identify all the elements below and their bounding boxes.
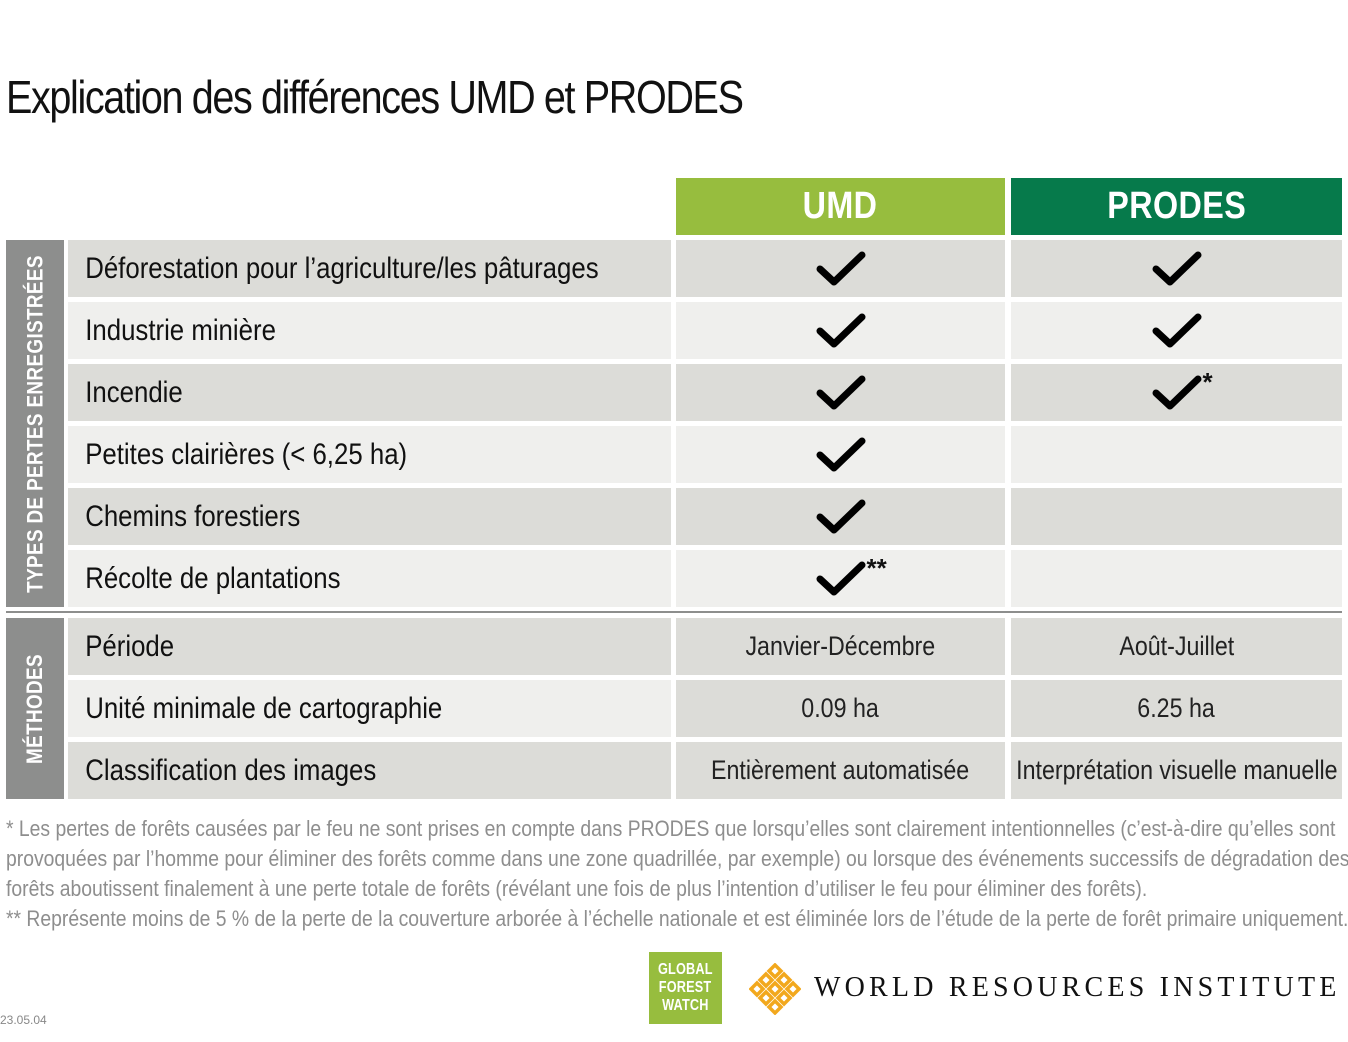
prodes-cell <box>1011 240 1342 297</box>
row-label: Période <box>68 618 671 675</box>
umd-cell <box>676 364 1005 421</box>
row-label: Classification des images <box>68 742 671 799</box>
column-header-umd: UMD <box>676 178 1005 235</box>
prodes-cell: * <box>1011 364 1342 421</box>
section-label-types: TYPES DE PERTES ENREGISTRÉES <box>6 240 64 607</box>
prodes-cell: 6.25 ha <box>1011 680 1342 737</box>
page-title: Explication des différences UMD et PRODE… <box>6 71 744 123</box>
check-icon <box>816 499 865 533</box>
umd-cell <box>676 240 1005 297</box>
footnote-marker: * <box>1202 366 1213 397</box>
prodes-cell <box>1011 426 1342 483</box>
umd-cell <box>676 488 1005 545</box>
global-forest-watch-logo: GLOBAL FOREST WATCH <box>649 952 722 1024</box>
prodes-cell <box>1011 302 1342 359</box>
umd-cell: Janvier-Décembre <box>676 618 1005 675</box>
footnote-line: forêts aboutissent finalement à une pert… <box>6 876 1148 901</box>
footnote-line: * Les pertes de forêts causées par le fe… <box>6 816 1336 841</box>
umd-cell <box>676 302 1005 359</box>
check-icon <box>1152 251 1201 285</box>
row-label: Chemins forestiers <box>68 488 671 545</box>
prodes-cell: Interprétation visuelle manuelle <box>1011 742 1342 799</box>
footnote-line: provoquées par l’homme pour éliminer des… <box>6 846 1348 871</box>
section-divider <box>6 611 1342 613</box>
umd-cell: Entièrement automatisée <box>676 742 1005 799</box>
row-label: Industrie minière <box>68 302 671 359</box>
prodes-cell <box>1011 488 1342 545</box>
prodes-cell: Août-Juillet <box>1011 618 1342 675</box>
check-icon <box>816 375 865 409</box>
check-icon <box>816 313 865 347</box>
umd-cell: ** <box>676 550 1005 607</box>
row-label: Déforestation pour l’agriculture/les pât… <box>68 240 671 297</box>
footnotes: * Les pertes de forêts causées par le fe… <box>6 814 1348 934</box>
section-label-methods: MÉTHODES <box>6 618 64 799</box>
umd-cell: 0.09 ha <box>676 680 1005 737</box>
check-icon <box>1152 313 1201 347</box>
check-icon <box>1152 375 1201 409</box>
row-label: Petites clairières (< 6,25 ha) <box>68 426 671 483</box>
footnote-line: ** Représente moins de 5 % de la perte d… <box>6 906 1348 931</box>
footnote-marker: ** <box>866 552 887 583</box>
wri-wordmark: WORLD RESOURCES INSTITUTE <box>814 972 1341 1003</box>
column-header-prodes: PRODES <box>1011 178 1342 235</box>
row-label: Incendie <box>68 364 671 421</box>
check-icon <box>816 251 865 285</box>
umd-cell <box>676 426 1005 483</box>
prodes-cell <box>1011 550 1342 607</box>
date-stamp: 23.05.04 <box>0 1013 47 1027</box>
check-icon <box>816 561 865 595</box>
wri-logo-icon <box>749 963 801 1015</box>
row-label: Unité minimale de cartographie <box>68 680 671 737</box>
check-icon <box>816 437 865 471</box>
row-label: Récolte de plantations <box>68 550 671 607</box>
